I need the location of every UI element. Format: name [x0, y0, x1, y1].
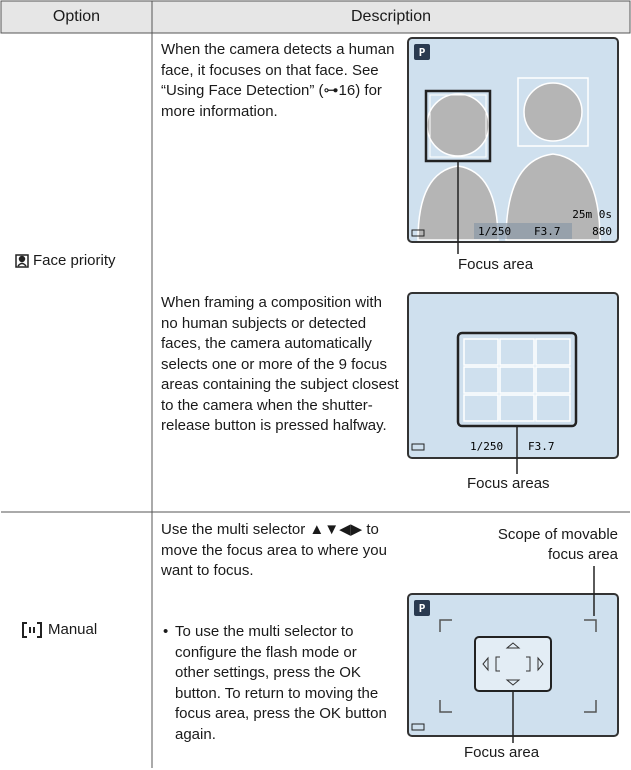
bullet-dot: • [163, 623, 169, 640]
option-label: Face priority [33, 252, 116, 269]
caption: Focus area [458, 256, 534, 273]
shutter: 1/250 [470, 440, 503, 453]
caption: Scope of movable focus area [497, 526, 618, 563]
shutter: 1/250 [478, 225, 511, 238]
header-option: Option [52, 8, 101, 25]
header-description: Description [350, 8, 432, 25]
description: When framing a composition with no human… [161, 294, 399, 434]
aperture: F3.7 [534, 225, 561, 238]
exposures: 880 [592, 225, 612, 238]
caption: Focus area [464, 744, 540, 761]
screen-manual [407, 566, 619, 743]
screen-face [407, 37, 619, 254]
option-label: Manual [48, 621, 98, 638]
screen-grid [407, 292, 619, 474]
bullet-text: To use the multi selector to configure t… [175, 623, 387, 743]
header-bg [0, 0, 631, 34]
manual-icon [22, 622, 42, 638]
mode: P [419, 602, 426, 615]
description: Use the multi selector ▲▼◀▶ to move the … [161, 521, 387, 579]
face-icon [15, 254, 29, 268]
time: 25m 0s [572, 208, 612, 221]
mode: P [419, 46, 426, 59]
aperture: F3.7 [528, 440, 555, 453]
bullet: • To use the multi selector to configure … [161, 622, 391, 745]
caption: Focus areas [467, 475, 550, 492]
description: When the camera detects a human face, it… [161, 41, 395, 120]
